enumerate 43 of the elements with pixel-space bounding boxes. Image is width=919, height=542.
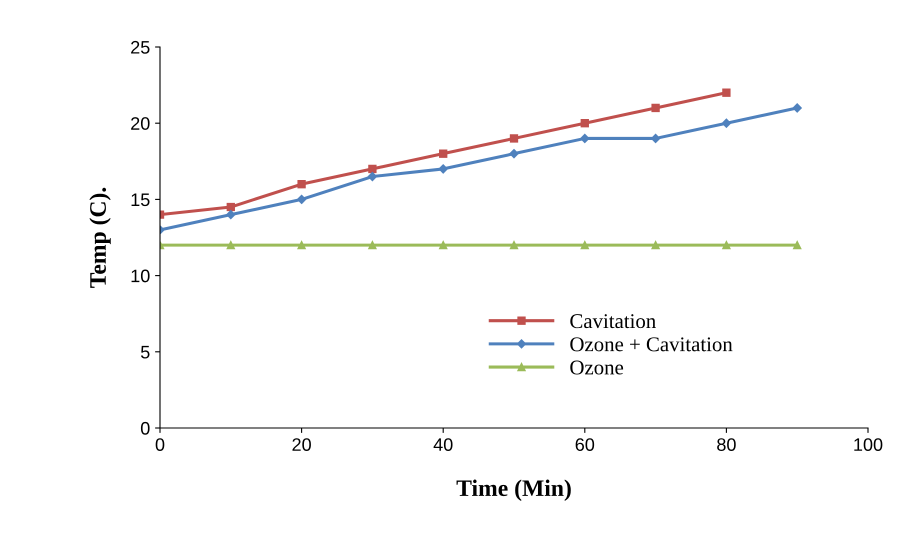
y-tick-label: 25 [131,40,150,54]
point [651,104,660,112]
point [297,240,306,250]
point [650,134,660,144]
x-tick-label: 60 [576,438,594,451]
point [651,240,660,250]
point [368,172,378,182]
point [510,134,518,143]
legend-label: Ozone [570,360,624,375]
point [722,118,732,128]
point [509,149,519,158]
point [439,240,448,250]
y-tick-label: 20 [131,117,150,130]
legend-label: Ozone + Cavitation [570,337,732,352]
point [297,180,306,188]
point [792,103,802,113]
point [438,164,448,174]
point [226,202,235,212]
point [439,150,448,158]
point [722,240,731,250]
x-tick-label: 100 [854,438,882,451]
y-tick-label: 5 [140,346,150,359]
point [580,134,590,144]
point [226,210,236,220]
y-tick-label: 15 [132,194,150,206]
point [296,194,306,204]
x-tick-label: 20 [292,438,311,451]
point [510,240,518,250]
point [793,240,802,250]
x-axis-title: Time (Min) [456,480,571,501]
point [226,240,235,250]
legend-label: Cavitation [570,314,656,328]
x-tick-label: 0 [156,438,164,451]
y-tick-label: 0 [140,422,150,435]
point [722,88,731,97]
point [580,240,589,250]
y-tick-label: 10 [132,270,150,282]
point [368,164,377,174]
y-axis-title: Temp (C). [89,188,111,288]
point [368,240,377,250]
point [580,119,589,128]
x-tick-label: 40 [434,438,453,451]
x-tick-label: 80 [717,438,736,451]
